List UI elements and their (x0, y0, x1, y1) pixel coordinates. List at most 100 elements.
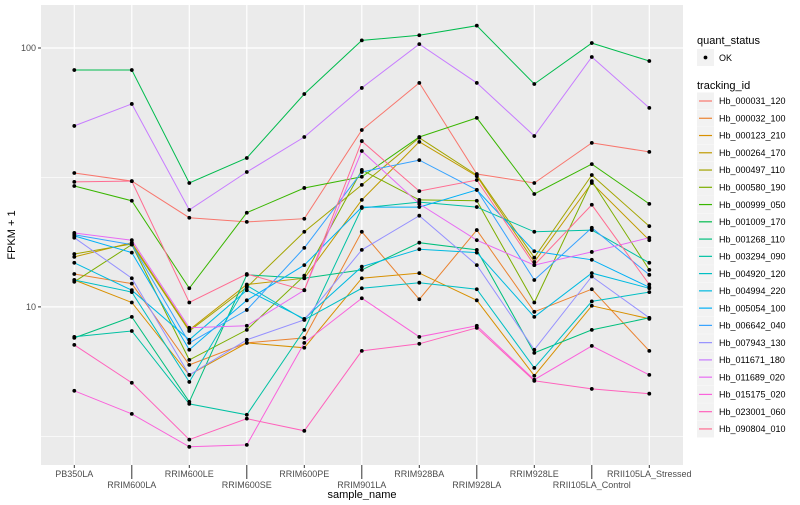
legend-item: Hb_000264_170 (697, 144, 786, 162)
data-point-Hb_000031_120 (72, 171, 77, 175)
data-point-Hb_007943_130 (532, 347, 537, 352)
data-point-Hb_000032_100 (129, 281, 134, 286)
data-point-Hb_007943_130 (244, 337, 249, 342)
data-point-Hb_090804_010 (532, 263, 537, 268)
y-axis: 10 100 (21, 43, 41, 312)
legend-item: Hb_006642_040 (697, 316, 786, 334)
data-point-Hb_001268_110 (474, 247, 479, 252)
data-point-Hb_011671_180 (589, 55, 594, 59)
color-legend-title: tracking_id (697, 80, 750, 92)
x-tick-label: RRIM901LA (337, 480, 386, 490)
data-point-Hb_023001_060 (474, 325, 479, 330)
data-point-Hb_011689_020 (359, 149, 364, 153)
legend-label: Hb_001009_170 (719, 217, 786, 227)
data-point-Hb_000264_170 (417, 139, 422, 144)
data-point-Hb_090804_010 (589, 202, 594, 207)
data-point-Hb_011689_020 (589, 250, 594, 254)
data-point-Hb_023001_060 (647, 391, 652, 396)
data-point-Hb_090804_010 (359, 139, 364, 143)
data-point-Hb_011689_020 (474, 238, 479, 243)
data-point-Hb_000031_120 (532, 181, 537, 185)
data-point-Hb_011671_180 (244, 170, 249, 174)
data-point-Hb_003294_090 (302, 327, 307, 332)
legend-item: Hb_000999_050 (697, 196, 786, 214)
shape-legend-title: quant_status (697, 35, 760, 47)
data-point-Hb_004920_120 (474, 287, 479, 292)
data-point-Hb_004920_120 (532, 366, 537, 370)
data-point-Hb_004994_220 (244, 288, 249, 293)
data-point-Hb_000031_120 (417, 81, 422, 85)
data-point-Hb_090804_010 (129, 179, 134, 184)
data-point-Hb_015175_020 (72, 388, 77, 393)
data-point-Hb_001268_110 (532, 351, 537, 355)
data-point-Hb_003294_090 (244, 412, 249, 417)
x-tick-label: RRII105LA_Control (553, 480, 631, 490)
data-point-Hb_000999_050 (532, 192, 537, 196)
data-point-Hb_011671_180 (302, 135, 307, 139)
legend-item: Hb_001009_170 (697, 213, 786, 231)
data-points (72, 23, 652, 449)
color-legend-items: Hb_000031_120 Hb_000032_100 Hb_000123_210 H… (697, 92, 786, 438)
x-axis: PB350LA RRIM600LA RRIM600LE RRIM600SE RRIM60… (55, 465, 692, 490)
data-point-Hb_000123_210 (589, 303, 594, 308)
legend-label: Hb_007943_130 (719, 338, 786, 348)
legend-item: Hb_090804_010 (697, 420, 786, 438)
data-point-Hb_000580_190 (589, 179, 594, 184)
data-point-Hb_004994_220 (589, 271, 594, 276)
data-point-Hb_006642_040 (302, 245, 307, 250)
data-point-Hb_015175_020 (647, 373, 652, 377)
data-point-Hb_000580_190 (244, 327, 249, 332)
legend-label: Hb_004994_220 (719, 286, 786, 296)
legend-label: Hb_015175_020 (719, 390, 786, 400)
legend-item: Hb_011689_020 (697, 368, 785, 386)
data-point-Hb_004920_120 (359, 286, 364, 291)
legend-label: Hb_011689_020 (719, 372, 785, 382)
data-point-Hb_023001_060 (589, 387, 594, 391)
data-point-Hb_090804_010 (474, 178, 479, 182)
legend-label: Hb_000580_190 (719, 183, 786, 193)
data-point-Hb_011689_020 (129, 238, 134, 243)
data-point-Hb_000497_110 (359, 182, 364, 187)
legend-label: Hb_000123_210 (719, 131, 786, 141)
data-point-Hb_003294_090 (647, 260, 652, 265)
data-point-Hb_004920_120 (647, 290, 652, 295)
data-point-Hb_001009_170 (532, 82, 537, 86)
data-point-Hb_004920_120 (589, 299, 594, 304)
data-point-Hb_011689_020 (417, 201, 422, 206)
data-point-Hb_004920_120 (244, 283, 249, 288)
data-point-Hb_000031_120 (359, 128, 364, 132)
shape-legend-label: OK (719, 53, 732, 63)
legend-item: Hb_011671_180 (697, 351, 785, 369)
data-point-Hb_006642_040 (589, 225, 594, 230)
legend-item: Hb_023001_060 (697, 403, 786, 421)
data-point-Hb_090804_010 (244, 272, 249, 276)
data-point-Hb_000999_050 (359, 174, 364, 179)
legend-item: Hb_000580_190 (697, 178, 786, 196)
x-axis-title: sample_name (327, 489, 396, 500)
data-point-Hb_004994_220 (417, 247, 422, 252)
data-point-Hb_090804_010 (302, 288, 307, 293)
legend-label: Hb_000031_120 (719, 96, 786, 106)
x-tick-label: RRIM600PE (279, 469, 329, 479)
data-point-Hb_000497_110 (302, 229, 307, 234)
data-point-Hb_023001_060 (129, 380, 134, 385)
legend-item: Hb_000031_120 (697, 92, 786, 110)
data-point-Hb_005054_100 (417, 205, 422, 209)
data-point-Hb_007943_130 (474, 263, 479, 268)
data-point-Hb_006642_040 (359, 170, 364, 174)
x-tick-label: RRIM600LA (107, 480, 156, 490)
data-point-Hb_000031_120 (302, 216, 307, 221)
data-point-Hb_000497_110 (589, 173, 594, 177)
data-point-Hb_015175_020 (589, 343, 594, 348)
data-point-Hb_000123_210 (244, 340, 249, 345)
data-point-Hb_001009_170 (129, 68, 134, 72)
legend-item: Hb_000032_100 (697, 109, 786, 127)
data-point-Hb_001009_170 (589, 41, 594, 45)
data-point-Hb_001268_110 (359, 267, 364, 272)
data-point-Hb_000999_050 (129, 198, 134, 203)
data-point-Hb_005054_100 (589, 257, 594, 262)
data-point-Hb_000123_210 (532, 373, 537, 378)
data-point-Hb_000999_050 (417, 135, 422, 139)
data-point-Hb_000032_100 (532, 309, 537, 314)
